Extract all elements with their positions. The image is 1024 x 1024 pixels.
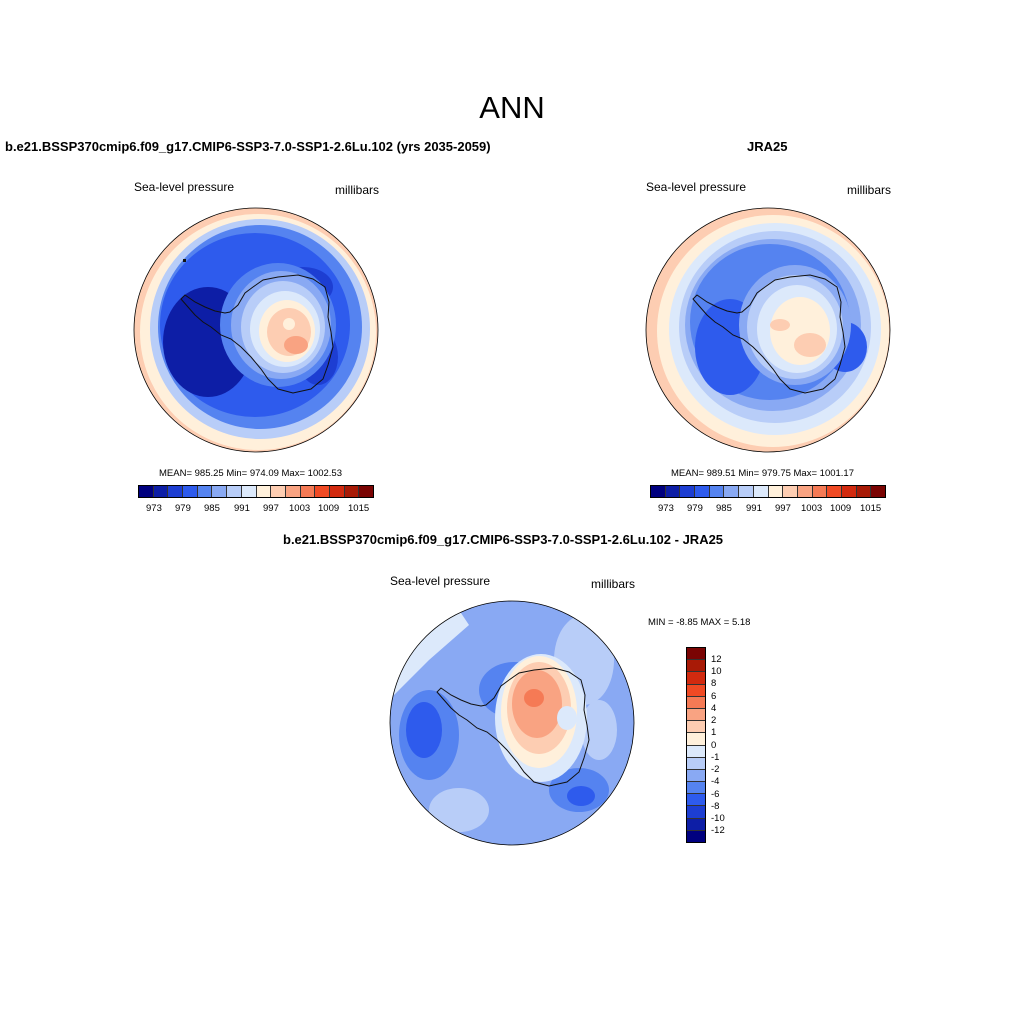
panel-1-colorbar [138, 485, 374, 498]
colorbar-swatch [687, 806, 705, 819]
colorbar-swatch [300, 486, 316, 497]
panel-2-units: millibars [847, 183, 892, 197]
panel-3-tick: 4 [711, 703, 717, 714]
panel-3-tick: -4 [711, 776, 720, 787]
colorbar-swatch [687, 660, 705, 673]
panel-3-title: b.e21.BSSP370cmip6.f09_g17.CMIP6-SSP3-7.… [283, 532, 724, 547]
colorbar-swatch [695, 486, 710, 497]
colorbar-swatch [812, 486, 828, 497]
colorbar-swatch [687, 721, 705, 734]
colorbar-swatch [724, 486, 740, 497]
colorbar-swatch [739, 486, 754, 497]
colorbar-swatch [783, 486, 798, 497]
colorbar-swatch [651, 486, 666, 497]
panel-3-tick: -2 [711, 764, 720, 775]
colorbar-swatch [139, 486, 154, 497]
panel-2-colorbar [650, 485, 886, 498]
panel-3-tick: 2 [711, 715, 717, 726]
panel-3-colorbar [686, 647, 706, 843]
colorbar-swatch [687, 830, 705, 842]
panel-1-variable: Sea-level pressure [134, 180, 235, 194]
panel-2-title: JRA25 [747, 139, 788, 154]
colorbar-swatch [797, 486, 813, 497]
panel-3-units: millibars [591, 577, 636, 591]
panel-3-tick: -1 [711, 752, 720, 763]
colorbar-swatch [753, 486, 769, 497]
panel-1-title: b.e21.BSSP370cmip6.f09_g17.CMIP6-SSP3-7.… [5, 139, 491, 154]
colorbar-swatch [285, 486, 301, 497]
panel-2-polar-map [645, 207, 891, 453]
panel-3-tick: 0 [711, 740, 717, 751]
panel-1-tick: 973 [146, 503, 162, 514]
panel-2-tick: 1003 [801, 503, 823, 514]
panel-1-tick: 997 [263, 503, 279, 514]
colorbar-swatch [227, 486, 242, 497]
colorbar-swatch [256, 486, 272, 497]
panel-2-stats: MEAN= 989.51 Min= 979.75 Max= 1001.17 [671, 468, 854, 479]
panel-1-units: millibars [335, 183, 380, 197]
colorbar-swatch [687, 818, 705, 831]
colorbar-swatch [687, 648, 705, 661]
colorbar-swatch [856, 486, 872, 497]
colorbar-swatch [329, 486, 345, 497]
colorbar-swatch [841, 486, 857, 497]
colorbar-swatch [687, 733, 705, 746]
panel-1-tick: 991 [234, 503, 250, 514]
colorbar-swatch [359, 486, 373, 497]
main-title: ANN [479, 90, 545, 125]
colorbar-swatch [665, 486, 681, 497]
panel-1-tick: 1015 [348, 503, 370, 514]
panel-1-tick: 985 [204, 503, 220, 514]
colorbar-swatch [153, 486, 169, 497]
panel-3-tick: -8 [711, 801, 720, 812]
panel-3-tick: -6 [711, 789, 720, 800]
panel-3-tick: -12 [711, 825, 725, 836]
colorbar-swatch [344, 486, 360, 497]
panel-2-tick: 997 [775, 503, 791, 514]
colorbar-swatch [768, 486, 784, 497]
colorbar-swatch [197, 486, 213, 497]
panel-1-polar-map [133, 207, 379, 453]
colorbar-swatch [168, 486, 184, 497]
panel-3-tick: 8 [711, 678, 717, 689]
panel-3-tick: 6 [711, 691, 717, 702]
panel-3-tick: 10 [711, 666, 722, 677]
panel-2-tick: 979 [687, 503, 703, 514]
colorbar-swatch [680, 486, 696, 497]
colorbar-swatch [687, 757, 705, 770]
panel-3-polar-map [389, 600, 635, 846]
panel-1-tick: 979 [175, 503, 191, 514]
colorbar-swatch [687, 794, 705, 807]
panel-3-stats: MIN = -8.85 MAX = 5.18 [648, 617, 751, 628]
panel-3-tick: 1 [711, 727, 717, 738]
panel-2-tick: 1015 [860, 503, 882, 514]
colorbar-swatch [315, 486, 330, 497]
panel-2-variable: Sea-level pressure [646, 180, 747, 194]
colorbar-swatch [709, 486, 725, 497]
colorbar-swatch [687, 708, 705, 722]
colorbar-swatch [212, 486, 228, 497]
colorbar-swatch [687, 696, 705, 709]
panel-3-tick: -10 [711, 813, 725, 824]
panel-2-tick: 991 [746, 503, 762, 514]
colorbar-swatch [687, 782, 705, 795]
panel-2-tick: 973 [658, 503, 674, 514]
panel-3-variable: Sea-level pressure [390, 574, 491, 588]
colorbar-swatch [827, 486, 842, 497]
colorbar-swatch [241, 486, 257, 497]
panel-1-stats: MEAN= 985.25 Min= 974.09 Max= 1002.53 [159, 468, 342, 479]
panel-3-tick: 12 [711, 654, 722, 665]
colorbar-swatch [271, 486, 286, 497]
colorbar-swatch [687, 672, 705, 685]
colorbar-swatch [687, 769, 705, 783]
panel-2-tick: 985 [716, 503, 732, 514]
colorbar-swatch [687, 745, 705, 758]
panel-1-tick: 1009 [318, 503, 340, 514]
colorbar-swatch [871, 486, 885, 497]
panel-1-tick: 1003 [289, 503, 311, 514]
panel-2-tick: 1009 [830, 503, 852, 514]
colorbar-swatch [183, 486, 198, 497]
colorbar-swatch [687, 684, 705, 697]
